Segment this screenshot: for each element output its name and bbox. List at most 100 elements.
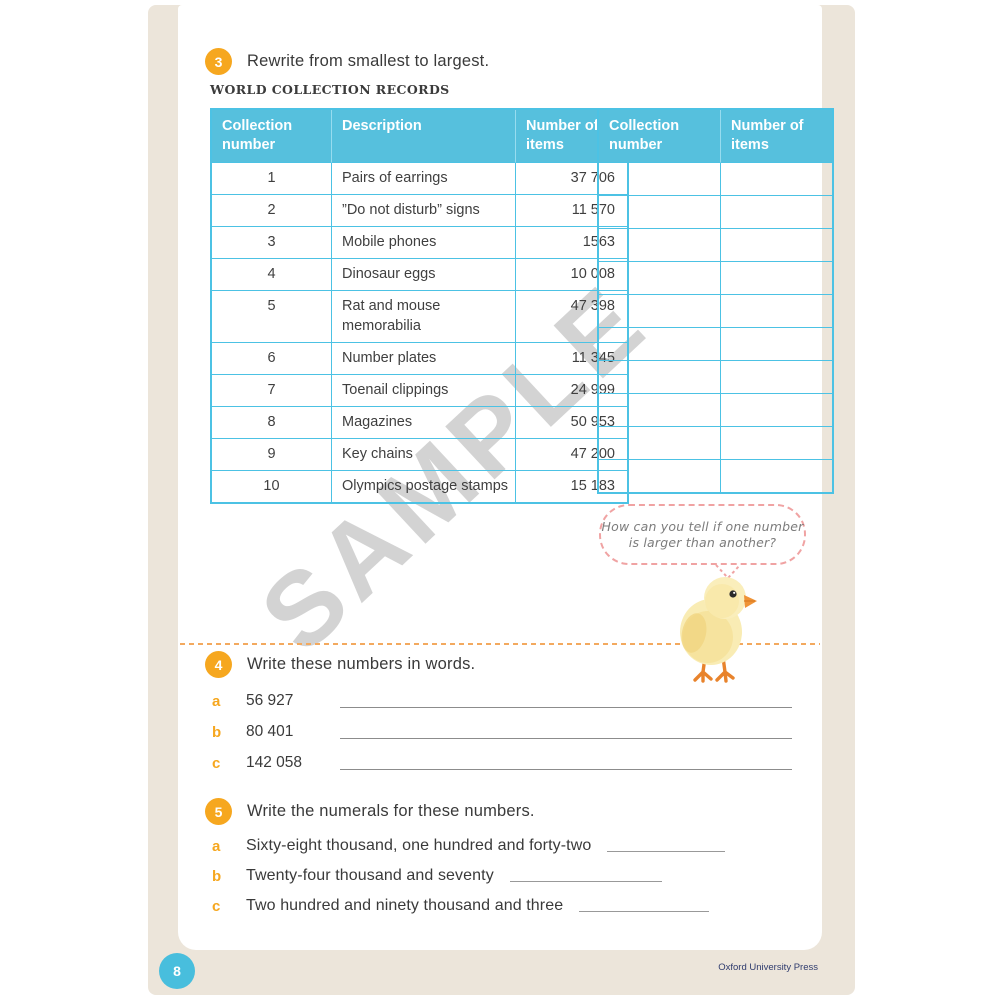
cell-collection-number: 7 (212, 375, 332, 407)
answer-line[interactable] (340, 769, 792, 770)
item-label: b (212, 868, 222, 885)
publisher-text: Oxford University Press (718, 962, 818, 973)
item-label: a (212, 838, 221, 855)
records-header-row: Collection number Description Number of … (212, 110, 627, 163)
answer-line[interactable] (509, 881, 662, 882)
answer-cell-number-of-items[interactable] (721, 163, 832, 196)
header-description: Description (332, 110, 516, 163)
cell-description: Number plates (332, 343, 516, 375)
answer-cell-collection-number[interactable] (599, 229, 721, 262)
records-table: Collection number Description Number of … (210, 108, 629, 504)
answer-cell-collection-number[interactable] (599, 460, 721, 492)
answer-cell-collection-number[interactable] (599, 295, 721, 328)
answer-line[interactable] (579, 911, 710, 912)
header-collection-number: Collection number (212, 110, 332, 163)
table-row: 7 Toenail clippings 24 999 (212, 375, 627, 407)
answer-table-row (599, 394, 832, 427)
answer-cell-number-of-items[interactable] (721, 196, 832, 229)
cell-collection-number: 1 (212, 163, 332, 195)
answer-cell-number-of-items[interactable] (721, 361, 832, 394)
answer-cell-number-of-items[interactable] (721, 262, 832, 295)
answer-table-row (599, 295, 832, 328)
item-number: 56 927 (246, 692, 294, 709)
answer-cell-number-of-items[interactable] (721, 295, 832, 328)
answer-table-row (599, 262, 832, 295)
cell-description: Olympics postage stamps (332, 471, 516, 502)
cell-number-of-items: 47 398 (516, 291, 627, 343)
page-number: 8 (173, 963, 181, 979)
cell-number-of-items: 47 200 (516, 439, 627, 471)
item-text: Two hundred and ninety thousand and thre… (246, 897, 564, 914)
question-4-badge: 4 (205, 651, 232, 678)
cell-description: Mobile phones (332, 227, 516, 259)
answer-table-row (599, 163, 832, 196)
answer-cell-collection-number[interactable] (599, 361, 721, 394)
answer-cell-collection-number[interactable] (599, 328, 721, 361)
answer-cell-number-of-items[interactable] (721, 229, 832, 262)
speech-bubble-text: is larger than another? (628, 534, 777, 550)
table-row: 5 Rat and mouse memorabilia 47 398 (212, 291, 627, 343)
cell-collection-number: 10 (212, 471, 332, 502)
cell-description: ”Do not disturb” signs (332, 195, 516, 227)
cell-collection-number: 5 (212, 291, 332, 343)
question-4-prompt: Write these numbers in words. (247, 655, 476, 673)
answer-cell-number-of-items[interactable] (721, 427, 832, 460)
answer-line[interactable] (607, 851, 726, 852)
page-number-badge: 8 (159, 953, 195, 989)
table-row: 1 Pairs of earrings 37 706 (212, 163, 627, 195)
item-label: c (212, 898, 221, 915)
answer-cell-number-of-items[interactable] (721, 328, 832, 361)
item-number: 142 058 (246, 754, 303, 771)
worksheet-card: SAMPLE 3 Rewrite from smallest to larges… (178, 5, 834, 950)
question-5-prompt: Write the numerals for these numbers. (247, 802, 535, 820)
answer-cell-collection-number[interactable] (599, 427, 721, 460)
question-3: 3 Rewrite from smallest to largest. (205, 48, 489, 75)
question-5: 5 Write the numerals for these numbers. (205, 798, 535, 825)
question-4-item: c 142 058 (212, 748, 792, 772)
answer-table-row (599, 328, 832, 361)
cell-collection-number: 6 (212, 343, 332, 375)
chick-legs (693, 655, 735, 683)
answer-cell-collection-number[interactable] (599, 196, 721, 229)
answer-table-row (599, 229, 832, 262)
answer-cell-collection-number[interactable] (599, 394, 721, 427)
cell-description: Dinosaur eggs (332, 259, 516, 291)
question-4-item: b 80 401 (212, 717, 792, 741)
cell-number-of-items: 37 706 (516, 163, 627, 195)
worksheet-content: 3 Rewrite from smallest to largest. WORL… (178, 5, 834, 950)
answer-table-row (599, 427, 832, 460)
item-text: Sixty-eight thousand, one hundred and fo… (246, 837, 592, 854)
answer-cell-collection-number[interactable] (599, 262, 721, 295)
answer-cell-number-of-items[interactable] (721, 394, 832, 427)
cell-description: Magazines (332, 407, 516, 439)
cell-collection-number: 4 (212, 259, 332, 291)
speech-bubble-text: How can you tell if one number (601, 518, 804, 534)
answer-table-row (599, 361, 832, 394)
cell-number-of-items: 10 008 (516, 259, 627, 291)
cell-collection-number: 9 (212, 439, 332, 471)
header-collection-number: Collection number (599, 110, 721, 163)
answer-line[interactable] (340, 738, 792, 739)
table-row: 2 ”Do not disturb” signs 11 570 (212, 195, 627, 227)
cell-description: Rat and mouse memorabilia (332, 291, 516, 343)
cell-number-of-items: 11 570 (516, 195, 627, 227)
cell-collection-number: 3 (212, 227, 332, 259)
cell-description: Toenail clippings (332, 375, 516, 407)
answer-line[interactable] (340, 707, 792, 708)
table-row: 3 Mobile phones 1563 (212, 227, 627, 259)
answer-cell-collection-number[interactable] (599, 163, 721, 196)
question-3-prompt: Rewrite from smallest to largest. (247, 52, 490, 70)
cell-number-of-items: 24 999 (516, 375, 627, 407)
question-4-item: a 56 927 (212, 686, 792, 710)
answer-cell-number-of-items[interactable] (721, 460, 832, 492)
question-4-items: a 56 927 b 80 401 c 142 058 (212, 686, 792, 772)
table-row: 8 Magazines 50 953 (212, 407, 627, 439)
cell-description: Key chains (332, 439, 516, 471)
table-row: 6 Number plates 11 345 (212, 343, 627, 375)
table-row: 10 Olympics postage stamps 15 183 (212, 471, 627, 502)
cell-number-of-items: 11 345 (516, 343, 627, 375)
cell-number-of-items: 15 183 (570, 478, 615, 494)
chick-photo (680, 577, 757, 683)
item-label: a (212, 693, 221, 710)
